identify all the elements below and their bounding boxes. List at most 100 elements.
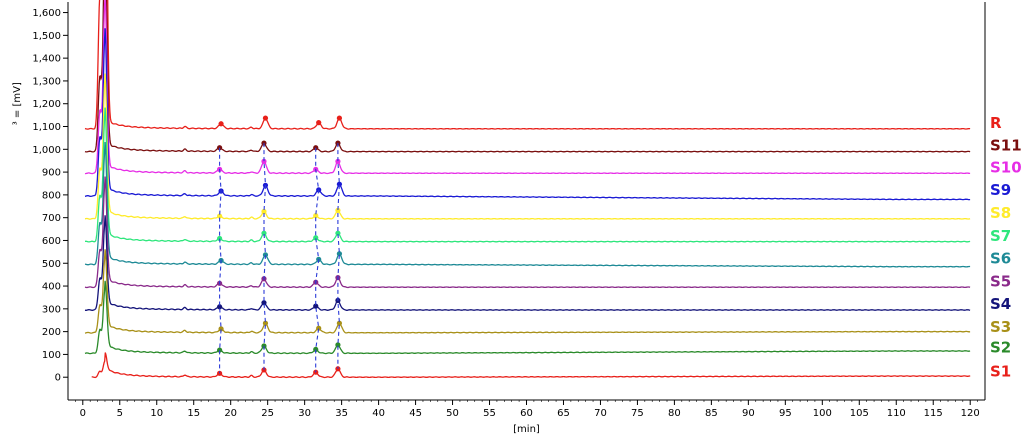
peak-marker xyxy=(261,230,267,236)
plot-area xyxy=(84,0,971,379)
y-tick-label: 1,500 xyxy=(32,31,61,42)
legend-label-s10: S10 xyxy=(990,158,1022,176)
x-tick-label: 15 xyxy=(187,408,200,419)
x-tick-label: 110 xyxy=(887,408,906,419)
legend-label-s11: S11 xyxy=(990,137,1022,155)
x-tick-label: 55 xyxy=(483,408,496,419)
trace-s5 xyxy=(84,176,971,289)
y-tick-label: 1,000 xyxy=(32,145,61,156)
x-axis-title: [min] xyxy=(513,424,540,435)
peak-marker xyxy=(313,346,319,353)
x-tick-label: 100 xyxy=(813,408,832,419)
peak-marker xyxy=(217,370,223,376)
y-axis-title: ³ = [mV] xyxy=(12,82,23,125)
peak-marker xyxy=(217,235,223,242)
trace-s11 xyxy=(84,0,971,153)
peak-marker xyxy=(316,120,322,126)
peak-marker xyxy=(335,230,341,236)
trace-s2 xyxy=(84,280,971,355)
y-tick-label: 1,100 xyxy=(32,122,61,133)
peak-marker xyxy=(261,300,267,306)
peak-marker xyxy=(313,213,319,219)
x-tick-label: 95 xyxy=(779,408,792,419)
peak-marker xyxy=(316,325,322,331)
x-tick-label: 0 xyxy=(80,408,86,419)
x-tick-label: 75 xyxy=(631,408,644,419)
peak-marker xyxy=(262,320,269,326)
x-tick-label: 40 xyxy=(372,408,385,419)
x-tick-label: 85 xyxy=(705,408,718,419)
x-tick-label: 80 xyxy=(668,408,681,419)
peak-marker xyxy=(336,115,343,121)
peak-marker xyxy=(335,158,341,164)
legend-label-s7: S7 xyxy=(990,227,1011,245)
y-tick-label: 400 xyxy=(42,282,61,293)
peak-marker xyxy=(261,367,267,373)
x-tick-label: 5 xyxy=(117,408,123,419)
y-tick-label: 1,200 xyxy=(32,99,61,110)
y-tick-label: 1,300 xyxy=(32,76,61,87)
legend-label-s9: S9 xyxy=(990,181,1011,199)
peak-marker xyxy=(217,304,223,310)
peak-marker xyxy=(261,208,267,215)
x-tick-label: 70 xyxy=(594,408,607,419)
x-tick-label: 120 xyxy=(961,408,980,419)
trace-s7 xyxy=(85,107,971,243)
x-tick-label: 25 xyxy=(261,408,274,419)
y-tick-label: 0 xyxy=(55,373,61,384)
legend-label-s2: S2 xyxy=(990,338,1011,356)
peak-connector-line xyxy=(219,147,222,374)
axes: 0 5 10 15 20 25 30 35 40 45 50 55 60 65 70 75 80 85 90 95 10… xyxy=(12,2,986,435)
legend-label-s3: S3 xyxy=(990,318,1011,336)
x-tick-label: 105 xyxy=(850,408,869,419)
peak-marker xyxy=(218,326,224,332)
x-tick-label: 10 xyxy=(150,408,163,419)
peak-marker xyxy=(218,121,224,127)
peak-marker xyxy=(336,320,343,326)
y-tick-label: 800 xyxy=(42,190,61,201)
x-tick-label: 50 xyxy=(446,408,459,419)
x-tick-label: 20 xyxy=(224,408,237,419)
trace-s9 xyxy=(84,28,971,201)
y-tick-label: 100 xyxy=(42,350,61,361)
peak-marker xyxy=(313,235,319,241)
legend-label-r: R xyxy=(990,114,1002,132)
peak-marker xyxy=(261,158,267,164)
x-tick-label: 65 xyxy=(557,408,570,419)
x-tick-label: 90 xyxy=(742,408,755,419)
x-tick-label: 35 xyxy=(335,408,348,419)
trace-r xyxy=(84,0,971,130)
peak-marker xyxy=(335,342,341,348)
trace-s1 xyxy=(91,352,971,379)
peak-marker xyxy=(313,303,319,309)
peak-marker xyxy=(335,207,341,213)
trace-s3 xyxy=(84,249,971,334)
y-tick-label: 200 xyxy=(42,327,61,338)
y-tick-label: 600 xyxy=(42,236,61,247)
peak-marker xyxy=(336,251,343,257)
x-tick-label: 115 xyxy=(924,408,943,419)
y-tick-label: 900 xyxy=(42,168,61,179)
trace-s10 xyxy=(84,0,971,175)
peak-connector-line xyxy=(315,147,320,373)
x-tick-label: 60 xyxy=(520,408,533,419)
trace-s6 xyxy=(84,141,971,268)
legend-label-s1: S1 xyxy=(990,362,1011,380)
peak-marker xyxy=(262,252,269,258)
y-tick-label: 300 xyxy=(42,304,61,315)
peak-marker xyxy=(217,347,223,353)
peak-marker xyxy=(336,181,343,187)
trace-s8 xyxy=(84,73,971,220)
legend-label-s8: S8 xyxy=(990,204,1011,222)
y-tick-label: 700 xyxy=(42,213,61,224)
peak-marker xyxy=(262,115,269,121)
y-tick-label: 1,600 xyxy=(32,8,61,19)
legend-label-s5: S5 xyxy=(990,272,1011,290)
trace-s4 xyxy=(84,215,971,311)
legend: R S11 S10 S9 S8 S7 S6 S5 S4 S3 S2 S1 xyxy=(990,114,1022,380)
y-tick-label: 1,400 xyxy=(32,54,61,65)
y-tick-label: 500 xyxy=(42,259,61,270)
legend-label-s4: S4 xyxy=(990,295,1011,313)
